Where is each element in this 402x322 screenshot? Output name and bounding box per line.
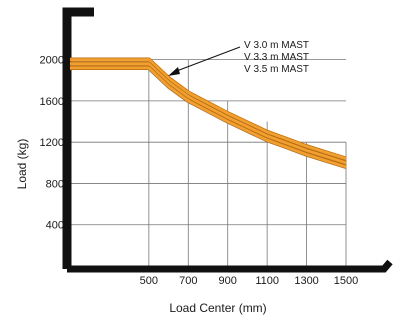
axes: [62, 7, 393, 273]
y-tick-label: 2000: [40, 55, 64, 67]
series-line-1: [70, 58, 347, 161]
legend-entry: V 3.5 m MAST: [244, 64, 309, 75]
y-tick-label: 1600: [40, 96, 64, 108]
legend-callout-arrowhead: [168, 67, 180, 76]
x-tick-label: 700: [179, 275, 197, 287]
x-tick-label: 1100: [255, 275, 279, 287]
tick-labels: 500 700 900 1100 1300 1500 400 800 1200 1600 2000: [40, 55, 359, 287]
x-tick-label: 500: [140, 275, 158, 287]
x-axis-label: Load Center (mm): [169, 301, 266, 315]
x-axis: [67, 259, 393, 273]
legend-entry: V 3.3 m MAST: [244, 52, 309, 63]
series-curves: [70, 57, 347, 169]
y-axis-label: Load (kg): [15, 139, 29, 190]
grid-lines: [70, 59, 347, 266]
series-line-3: [70, 66, 347, 169]
y-tick-label: 800: [46, 178, 64, 190]
legend-callout-line: [173, 46, 241, 73]
x-tick-label: 1300: [294, 275, 318, 287]
legend-entry: V 3.0 m MAST: [244, 40, 309, 51]
y-tick-label: 1200: [40, 137, 64, 149]
series-line-edge: [70, 65, 347, 169]
y-axis: [62, 7, 94, 269]
y-tick-label: 400: [46, 220, 64, 232]
x-tick-label: 900: [219, 275, 237, 287]
x-tick-label: 1500: [334, 275, 358, 287]
series-line-2: [70, 62, 347, 165]
